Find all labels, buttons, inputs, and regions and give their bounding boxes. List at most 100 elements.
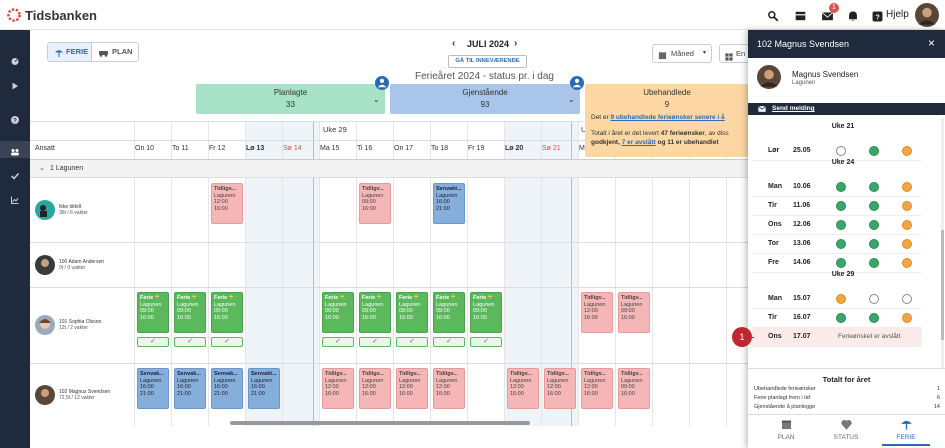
shift-card[interactable]: Senvak... Lagunen 16:00 21:00 (211, 368, 243, 409)
status-dot[interactable] (836, 313, 846, 323)
panel-tab[interactable]: STATUS (818, 416, 874, 446)
status-dot[interactable] (902, 294, 912, 304)
logo-mark (6, 7, 22, 23)
status-dot[interactable] (869, 182, 879, 192)
shift-end: 21:00 (214, 390, 228, 397)
next-arrow[interactable]: › (514, 38, 518, 49)
shift-card[interactable]: Tidligv... Lagunen 12:00 16:00 (581, 368, 613, 409)
approve-button[interactable]: ✓ (322, 337, 354, 347)
status-dot[interactable] (902, 201, 912, 211)
close-button[interactable]: × (928, 36, 936, 50)
shift-card[interactable]: Tidligv... Lagunen 09:00 16:00 (618, 368, 650, 409)
mail-icon[interactable] (821, 9, 834, 21)
assign-icon[interactable] (375, 76, 389, 90)
status-dot[interactable] (836, 239, 846, 249)
shift-card[interactable]: Senvak... Lagunen 16:00 21:00 (137, 368, 169, 409)
shift-card[interactable]: Tidligv... Lagunen 12:00 16:00 (211, 183, 243, 224)
day-name: Fre (768, 259, 779, 266)
shift-card[interactable]: Tidligv... Lagunen 12:00 16:00 (544, 368, 576, 409)
status-dot[interactable] (836, 258, 846, 268)
check-icon[interactable] (10, 168, 20, 180)
status-dot[interactable] (869, 294, 879, 304)
status-dot[interactable] (902, 220, 912, 230)
status-dot[interactable] (869, 220, 879, 230)
bell-icon[interactable] (847, 9, 859, 21)
day-name: Tir (768, 314, 777, 321)
mail-badge: 1 (829, 3, 839, 13)
panel-tab[interactable]: PLAN (758, 416, 814, 446)
send-message[interactable]: Send melding (748, 103, 945, 115)
shift-card[interactable]: Ferie ☂ Lagunen 09:00 16:00 (396, 292, 428, 333)
help-icon[interactable]: ? (872, 9, 883, 22)
shift-dept: Lagunen (214, 192, 236, 199)
question-icon[interactable]: ? (10, 112, 20, 124)
shift-card[interactable]: Tidligv... Lagunen 09:00 16:00 (359, 183, 391, 224)
status-dot[interactable] (902, 313, 912, 323)
row-line (752, 346, 922, 347)
play-icon[interactable] (10, 78, 20, 90)
shift-card[interactable]: Senvakt... Lagunen 16:00 21:00 (433, 183, 465, 224)
shift-card[interactable]: Ferie ☂ Lagunen 09:00 16:00 (211, 292, 243, 333)
status-dot[interactable] (836, 220, 846, 230)
shift-card[interactable]: Tidligv... Lagunen 12:00 16:00 (322, 368, 354, 409)
total-label: Ferie planlagt frem i tid (754, 395, 810, 401)
status-dot[interactable] (902, 146, 912, 156)
shift-card[interactable]: Tidligv... Lagunen 12:00 16:00 (433, 368, 465, 409)
search-icon[interactable] (767, 9, 779, 22)
shift-card[interactable]: Senvakt... Lagunen 16:00 21:00 (248, 368, 280, 409)
shift-card[interactable]: Ferie ☂ Lagunen 09:00 16:00 (470, 292, 502, 333)
shift-card[interactable]: Tidligv... Lagunen 12:00 16:00 (396, 368, 428, 409)
shift-card[interactable]: Tidligv... Lagunen 12:00 16:00 (359, 368, 391, 409)
shift-card[interactable]: Ferie ☂ Lagunen 09:00 16:00 (137, 292, 169, 333)
total-value: 1 (936, 386, 940, 392)
status-dot[interactable] (869, 201, 879, 211)
shift-end: 21:00 (436, 205, 450, 212)
shift-card[interactable]: Tidligv... Lagunen 12:00 16:00 (507, 368, 539, 409)
status-dot[interactable] (836, 146, 846, 156)
group-caret[interactable]: ⌄ (39, 165, 45, 172)
prev-arrow[interactable]: ‹ (452, 38, 456, 49)
approve-button[interactable]: ✓ (211, 337, 243, 347)
shift-card[interactable]: Senvak... Lagunen 16:00 21:00 (174, 368, 206, 409)
status-dot[interactable] (869, 146, 879, 156)
status-dot[interactable] (902, 239, 912, 249)
dashboard-icon[interactable] (10, 53, 20, 65)
shift-card[interactable]: Ferie ☂ Lagunen 09:00 16:00 (174, 292, 206, 333)
people-icon[interactable] (10, 144, 20, 156)
today-button[interactable]: GÅ TIL INNEVÆRENDE (448, 55, 527, 68)
shift-card[interactable]: Ferie ☂ Lagunen 09:00 16:00 (322, 292, 354, 333)
approve-button[interactable]: ✓ (433, 337, 465, 347)
help-label[interactable]: Hjelp (886, 9, 909, 20)
approve-button[interactable]: ✓ (174, 337, 206, 347)
status-dot[interactable] (869, 258, 879, 268)
umbrella-icon: ☂ (486, 295, 493, 301)
approve-button[interactable]: ✓ (470, 337, 502, 347)
shift-card[interactable]: Tidligv... Lagunen 09:00 16:00 (618, 292, 650, 333)
shift-start: 09:00 (214, 308, 228, 315)
chart-icon[interactable] (10, 192, 20, 204)
tab-ferie[interactable]: FERIE (48, 43, 92, 61)
approve-button[interactable]: ✓ (396, 337, 428, 347)
shift-card[interactable]: Ferie ☂ Lagunen 09:00 16:00 (433, 292, 465, 333)
approve-button[interactable]: ✓ (137, 337, 169, 347)
shift-card[interactable]: Tidligv... Lagunen 12:00 16:00 (581, 292, 613, 333)
row-line (752, 272, 922, 273)
shift-card[interactable]: Ferie ☂ Lagunen 09:00 16:00 (359, 292, 391, 333)
status-dot[interactable] (869, 313, 879, 323)
store-icon[interactable] (794, 9, 807, 21)
approve-button[interactable]: ✓ (359, 337, 391, 347)
day-name: Tor (768, 240, 779, 247)
assign-icon[interactable] (570, 76, 584, 90)
view-select[interactable]: Måned ▾ (652, 44, 712, 63)
status-dot[interactable] (869, 239, 879, 249)
expand-caret[interactable]: ⌄ (568, 95, 575, 104)
status-dot[interactable] (836, 201, 846, 211)
tab-plan[interactable]: PLAN (92, 43, 139, 61)
status-dot[interactable] (902, 258, 912, 268)
status-dot[interactable] (902, 182, 912, 192)
status-dot[interactable] (836, 182, 846, 192)
status-dot[interactable] (836, 294, 846, 304)
expand-caret[interactable]: ⌄ (373, 95, 380, 104)
panel-tab[interactable]: FERIE (878, 416, 934, 446)
user-avatar[interactable] (915, 3, 939, 27)
